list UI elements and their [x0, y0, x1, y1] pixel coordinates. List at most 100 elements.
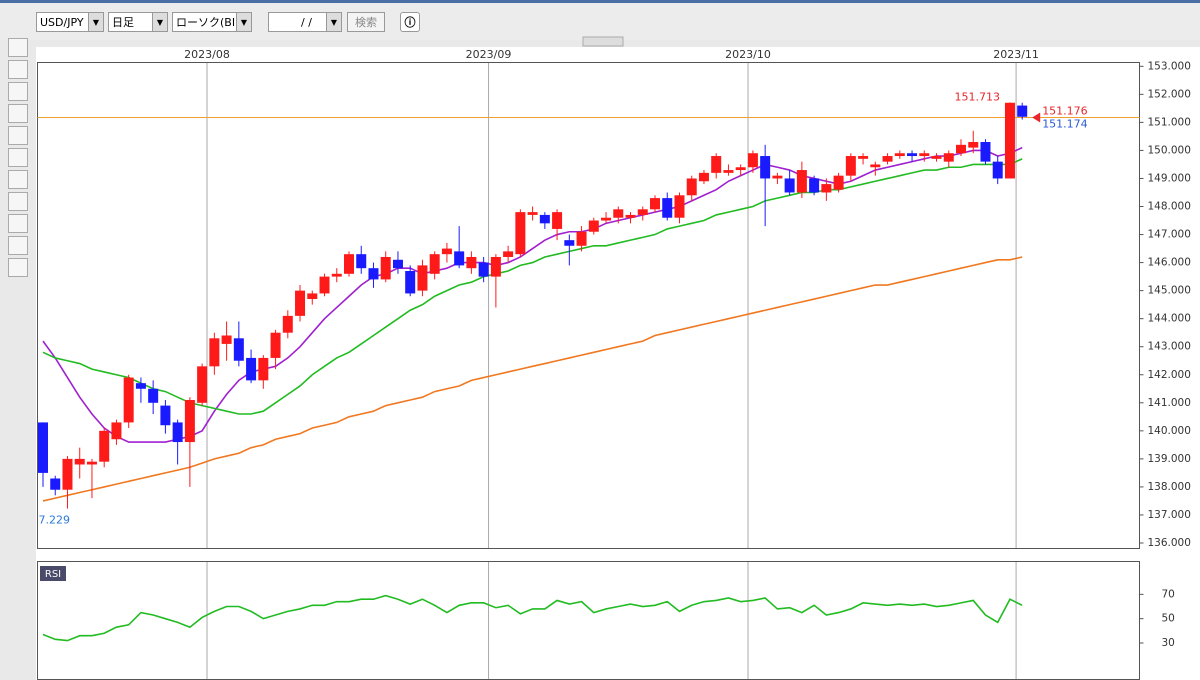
x-tick-label: 2023/09: [466, 48, 512, 61]
candle-body: [197, 366, 208, 403]
low-label: 7.229: [39, 514, 71, 527]
candle-body: [747, 153, 758, 168]
candle-body: [564, 240, 575, 246]
moving-average: [42, 158, 1023, 415]
candle-body: [711, 156, 722, 173]
moving-average: [42, 256, 1023, 502]
candle-body: [674, 195, 685, 218]
tool[interactable]: [8, 192, 28, 211]
tool[interactable]: [8, 236, 28, 255]
tool[interactable]: [8, 104, 28, 123]
y-tick-label: 149.000: [1148, 172, 1191, 184]
candle-body: [625, 214, 636, 218]
candle-body: [809, 178, 820, 193]
tool[interactable]: [8, 258, 28, 277]
candle-body: [956, 144, 966, 154]
candle-body: [552, 212, 563, 229]
period: 日足: [112, 16, 134, 29]
candle-body: [74, 458, 85, 465]
candle-body: [258, 357, 269, 381]
x-tick-label: 2023/08: [184, 48, 230, 61]
tool[interactable]: [8, 126, 28, 145]
y-tick-label: 150.000: [1148, 144, 1191, 156]
candle-body: [833, 175, 844, 190]
candle-body: [821, 184, 832, 193]
candle-body: [772, 175, 783, 179]
candle-body: [111, 422, 122, 440]
candle-body: [858, 156, 869, 159]
candle-body: [184, 399, 195, 443]
y-tick-label: 137.000: [1148, 509, 1191, 521]
candle-body: [172, 422, 183, 443]
x-tick-label: 2023/10: [725, 48, 771, 61]
ask-label: 151.174: [1042, 118, 1088, 131]
y-tick-label: 146.000: [1148, 257, 1191, 269]
candle-body: [148, 388, 159, 403]
main-panel: [37, 62, 1140, 549]
candle-body: [650, 198, 660, 210]
candle-body: [503, 251, 514, 257]
y-tick-label: 140.000: [1148, 425, 1191, 437]
candle-body: [221, 335, 232, 344]
price-type-select[interactable]: ローソク(BID) ▼: [172, 12, 252, 32]
tool[interactable]: [8, 148, 28, 167]
y-tick-label: 152.000: [1148, 88, 1191, 100]
candle-body: [760, 156, 771, 179]
candle-body: [123, 377, 134, 423]
y-tick-label: 50: [1162, 613, 1175, 625]
candle-body: [515, 212, 526, 255]
y-tick-label: 143.000: [1148, 341, 1191, 353]
candle-body: [319, 276, 330, 294]
candle-body: [135, 383, 146, 389]
bid-label: 151.176: [1042, 104, 1088, 117]
y-tick-label: 138.000: [1148, 481, 1191, 493]
toolbar: USD/JPY ▼ 日足 ▼ ローソク(BID) ▼ / / ▼ 検索 ⓘ: [0, 0, 1200, 40]
info-button[interactable]: ⓘ: [400, 12, 420, 32]
candle-body: [417, 265, 428, 291]
candle-body: [405, 271, 416, 294]
candle-body: [931, 156, 942, 159]
candle-body: [686, 178, 697, 196]
tool[interactable]: [8, 38, 28, 57]
candle-body: [527, 212, 538, 215]
date-input[interactable]: / / ▼: [268, 12, 342, 32]
candle-body: [870, 164, 881, 168]
candle-body: [392, 259, 403, 269]
candle-body: [1017, 105, 1028, 117]
candle-body: [344, 254, 354, 274]
candle-body: [209, 338, 220, 367]
y-tick-label: 151.000: [1148, 116, 1191, 128]
tool[interactable]: [8, 82, 28, 101]
candle-body: [270, 332, 281, 358]
candle-body: [38, 422, 48, 473]
candle-body: [454, 251, 465, 266]
moving-average: [42, 146, 1023, 443]
candle-body: [698, 172, 709, 182]
y-tick-label: 70: [1162, 588, 1175, 600]
tool[interactable]: [8, 170, 28, 189]
candle-body: [637, 209, 648, 215]
y-tick-label: 144.000: [1148, 313, 1191, 325]
candle-body: [907, 153, 918, 157]
period-select[interactable]: 日足 ▼: [108, 12, 168, 32]
candle-body: [368, 268, 379, 280]
candle-body: [894, 153, 905, 157]
chart-bg: [36, 47, 1200, 680]
candle-body: [246, 357, 257, 381]
candle-body: [160, 405, 171, 426]
candle-body: [62, 458, 73, 490]
search-button[interactable]: 検索: [347, 12, 385, 32]
tool[interactable]: [8, 60, 28, 79]
candle-body: [662, 198, 673, 218]
candle-body: [601, 217, 612, 221]
y-tick-label: 145.000: [1148, 285, 1191, 297]
y-tick-label: 142.000: [1148, 369, 1191, 381]
candle-body: [588, 220, 599, 232]
symbol-select[interactable]: USD/JPY ▼: [36, 12, 104, 32]
tool[interactable]: [8, 214, 28, 233]
symbol: USD/JPY: [40, 16, 84, 29]
y-tick-label: 136.000: [1148, 537, 1191, 549]
candle-body: [233, 338, 244, 361]
candle-body: [539, 214, 550, 224]
candle-body: [943, 153, 954, 162]
